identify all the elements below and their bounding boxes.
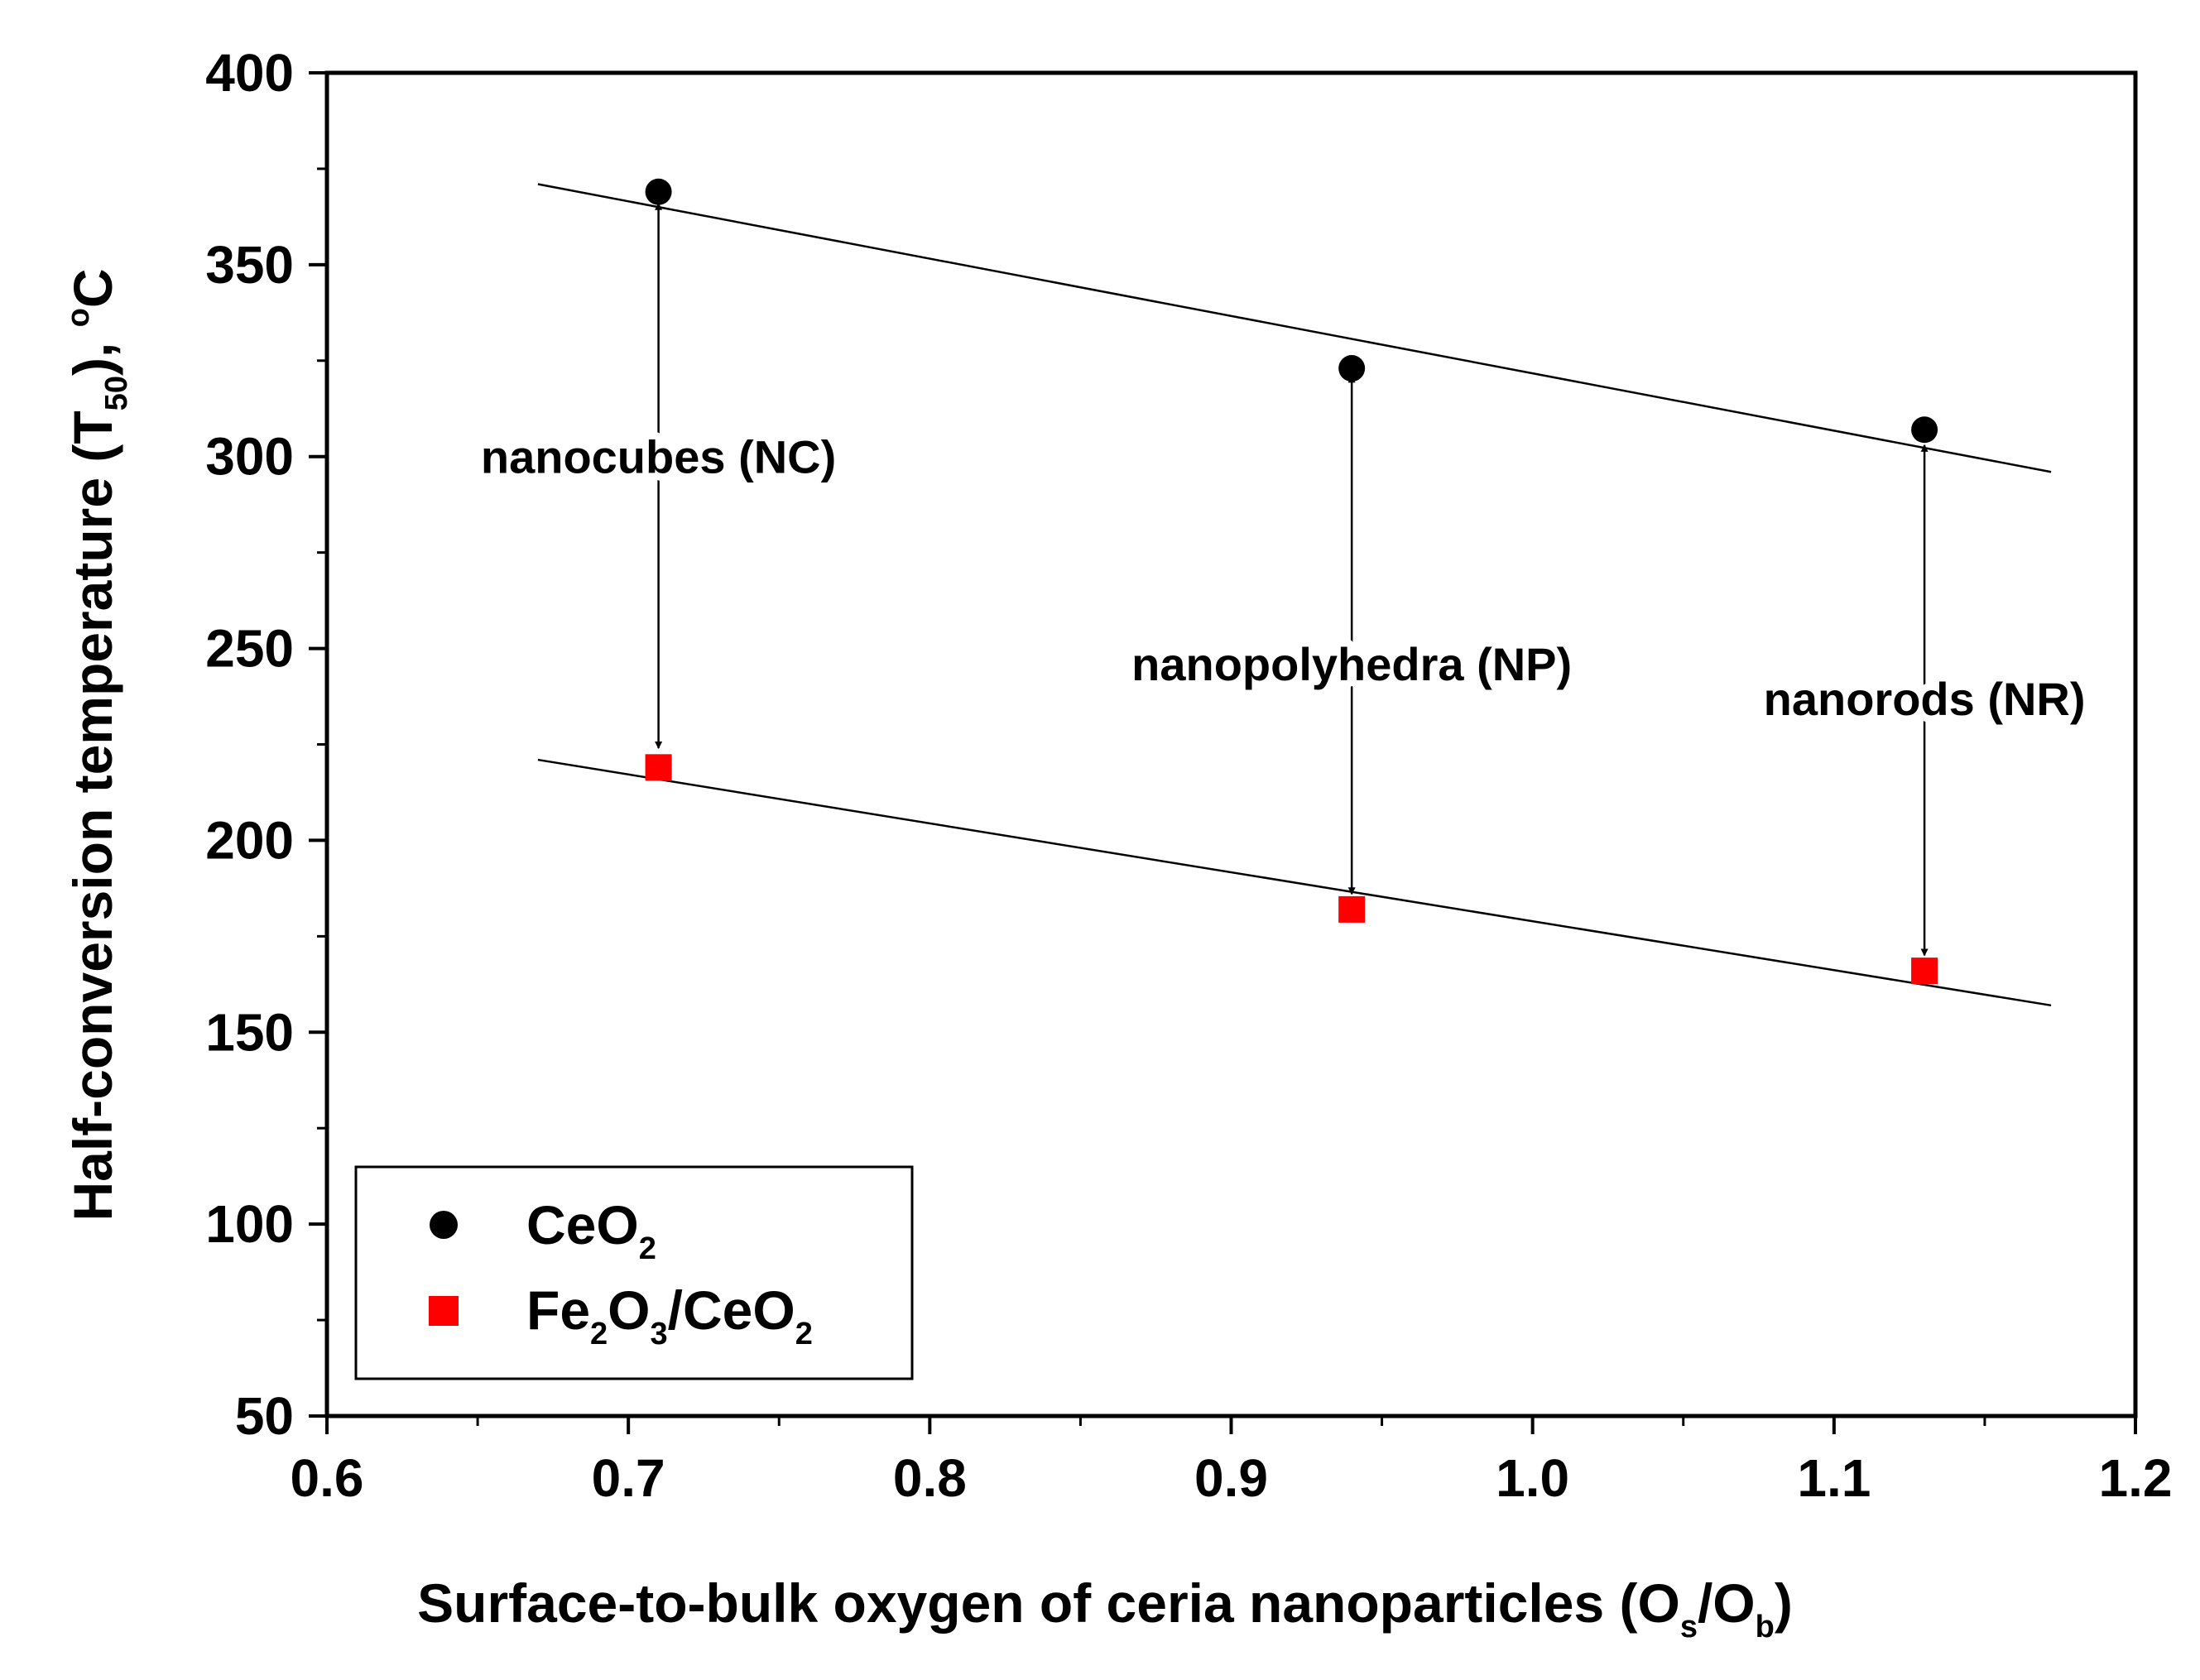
y-tick-label: 50 (235, 1386, 294, 1446)
legend-label-ceo2: CeO2 (526, 1194, 656, 1266)
legend: CeO2 Fe2O3/CeO2 (354, 1165, 914, 1380)
y-axis-title: Half-conversion temperature (T50), oC (61, 268, 134, 1221)
ceo2-point (645, 178, 672, 205)
x-tick-label: 1.2 (2099, 1448, 2173, 1508)
ceo2-point (1338, 355, 1366, 382)
y-axis-ticks: 50 100 150 200 250 300 350 400 (205, 43, 327, 1446)
y-tick-label: 150 (205, 1002, 294, 1062)
annotations: nanocubes (NC) nanopolyhedra (NP) nanorods… (473, 424, 2093, 732)
fe2o3-ceo2-point (645, 754, 672, 781)
annotation-label: nanorods (NR) (1764, 673, 2086, 725)
fe2o3-ceo2-point (1338, 895, 1366, 923)
fit-line (537, 183, 2052, 473)
fe2o3-ceo2-point (1911, 958, 1938, 985)
annotation-label: nanopolyhedra (NP) (1131, 638, 1572, 690)
x-axis-ticks: 0.6 0.7 0.8 0.9 1.0 1.1 1.2 (291, 1416, 2173, 1508)
x-tick-label: 1.0 (1496, 1448, 1569, 1508)
fit-lines (537, 183, 2052, 1007)
legend-marker-ceo2 (430, 1211, 458, 1239)
x-tick-label: 0.9 (1194, 1448, 1268, 1508)
ceo2-point (1911, 416, 1938, 444)
y-tick-label: 100 (205, 1194, 294, 1254)
double-arrows (655, 202, 1929, 957)
annotation-label: nanocubes (NC) (481, 431, 836, 483)
x-tick-label: 1.1 (1797, 1448, 1871, 1508)
y-tick-label: 250 (205, 619, 294, 679)
x-tick-label: 0.8 (893, 1448, 967, 1508)
y-tick-label: 350 (205, 235, 294, 295)
y-tick-label: 300 (205, 427, 294, 487)
x-tick-label: 0.6 (291, 1448, 364, 1508)
x-axis-title: Surface-to-bulk oxygen of ceria nanopart… (417, 1572, 1793, 1644)
legend-box (354, 1165, 914, 1380)
legend-marker-fe2o3-ceo2 (429, 1296, 459, 1326)
x-tick-label: 0.7 (592, 1448, 665, 1508)
y-tick-label: 200 (205, 810, 294, 870)
y-tick-label: 400 (205, 43, 294, 103)
data-points (645, 178, 1938, 985)
fit-line (537, 758, 2052, 1007)
legend-label-fe2o3-ceo2: Fe2O3/CeO2 (526, 1279, 813, 1351)
